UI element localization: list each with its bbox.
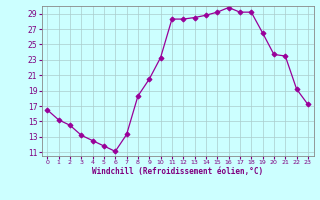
X-axis label: Windchill (Refroidissement éolien,°C): Windchill (Refroidissement éolien,°C): [92, 167, 263, 176]
